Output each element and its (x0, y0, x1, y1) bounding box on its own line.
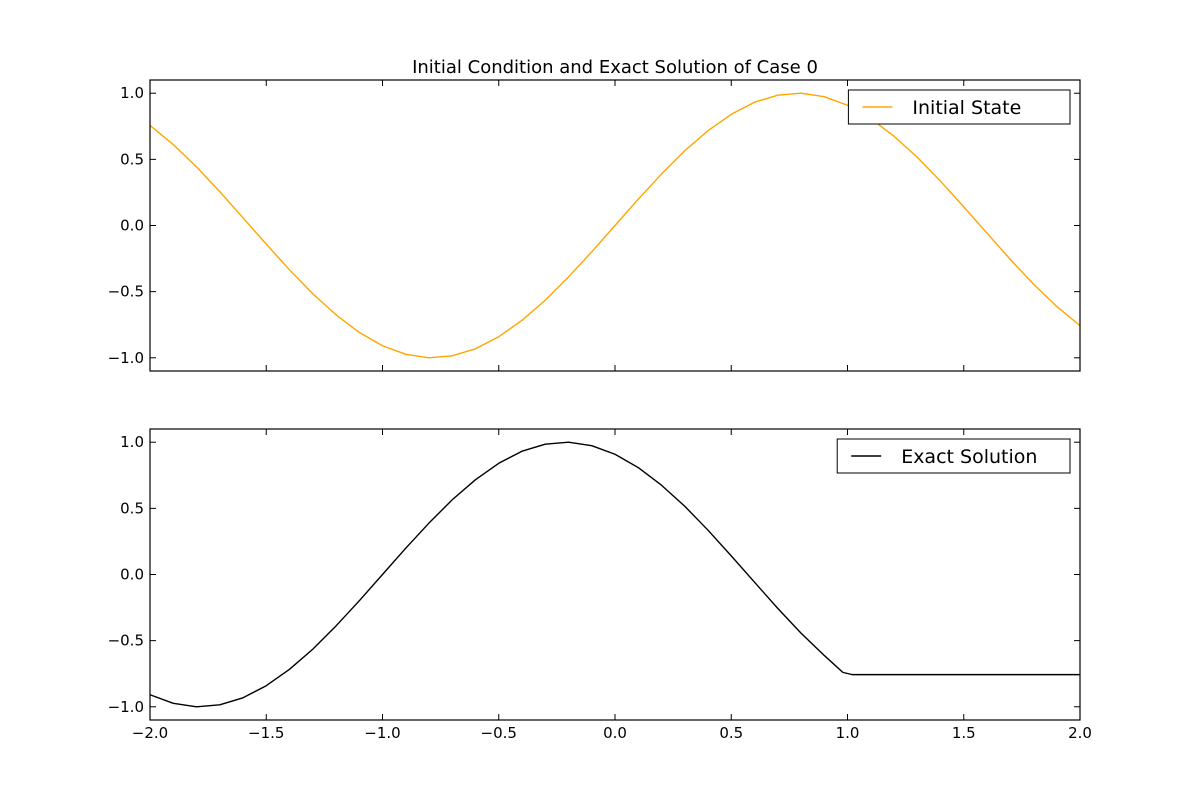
bottom-subplot: −1.0 −0.5 0.0 0.5 1.0 −2.0 −1.5 −1.0 −0.5 0.0 0.5 1… (108, 428, 1092, 742)
bottom-xtick-label: 2.0 (1068, 724, 1092, 742)
bottom-xtick-label: 0.5 (719, 724, 743, 742)
bottom-ytick-label: 1.0 (120, 433, 144, 451)
bottom-xtick-label: −0.5 (481, 724, 517, 742)
top-ytick-label: −1.0 (108, 349, 144, 367)
top-ytick-label: 0.5 (120, 150, 144, 168)
bottom-xtick-label: −1.0 (364, 724, 400, 742)
top-series-line-0 (149, 92, 1081, 359)
bottom-series-line-0 (149, 441, 1080, 708)
bottom-legend-label: Exact Solution (901, 446, 1037, 468)
bottom-ytick-label: −0.5 (108, 632, 144, 650)
bottom-xtick-label: 1.0 (836, 724, 860, 742)
bottom-subplot-frame (149, 428, 1081, 721)
top-ytick-label: 0.0 (120, 217, 144, 235)
bottom-subplot-legend: Exact Solution (836, 438, 1071, 474)
bottom-xtick-label: −1.5 (248, 724, 284, 742)
bottom-ytick-label: 0.0 (120, 566, 144, 584)
top-ytick-label: 1.0 (120, 84, 144, 102)
chart-title: Initial Condition and Exact Solution of … (412, 57, 818, 78)
top-legend-label: Initial State (912, 97, 1021, 119)
bottom-xtick-label: −2.0 (132, 724, 168, 742)
top-subplot-legend: Initial State (847, 89, 1071, 125)
bottom-ytick-label: −1.0 (108, 698, 144, 716)
top-ytick-label: −0.5 (108, 283, 144, 301)
top-subplot-frame (149, 79, 1081, 372)
bottom-ytick-label: 0.5 (120, 499, 144, 517)
bottom-xtick-label: 0.0 (603, 724, 627, 742)
bottom-xtick-label: 1.5 (952, 724, 976, 742)
top-subplot: −1.0 −0.5 0.0 0.5 1.0 Initial State (108, 79, 1081, 372)
